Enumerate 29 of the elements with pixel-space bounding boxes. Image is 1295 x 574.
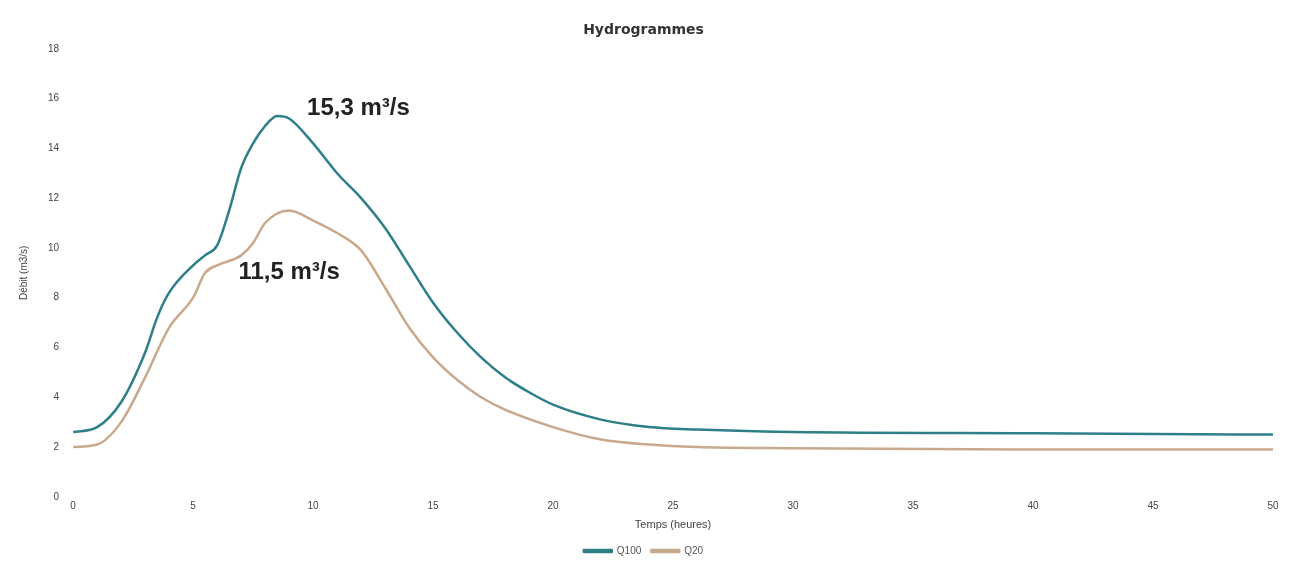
legend-label: Q100 [616, 544, 642, 556]
x-tick-label: 50 [1267, 499, 1279, 511]
y-tick-label: 14 [48, 142, 60, 154]
x-tick-label: 0 [70, 499, 77, 511]
x-tick-label: 35 [907, 499, 920, 511]
line-series [73, 209, 1273, 451]
y-tick-label: 12 [48, 191, 60, 203]
x-tick-label: 45 [1147, 499, 1160, 511]
x-tick-label: 15 [427, 499, 440, 511]
x-tick-label: 40 [1027, 499, 1040, 511]
x-tick-label: 25 [667, 499, 680, 511]
y-axis-title: Débit (m3/s) [17, 245, 29, 301]
y-tick-label: 18 [48, 42, 60, 54]
x-tick-label: 30 [787, 499, 800, 511]
y-tick-label: 16 [48, 92, 60, 104]
y-tick-label: 4 [53, 390, 60, 402]
y-tick-label: 6 [53, 341, 60, 353]
x-tick-label: 10 [307, 499, 320, 511]
annotation: 15,3 m³/s [307, 92, 410, 120]
x-axis-title: Temps (heures) [634, 518, 712, 531]
y-tick-label: 10 [48, 241, 60, 253]
y-tick-label: 2 [53, 440, 60, 452]
chart-title: Hydrogrammes [583, 21, 704, 38]
x-tick-label: 20 [547, 499, 560, 511]
legend-label: Q20 [684, 544, 704, 556]
y-tick-label: 8 [53, 291, 60, 303]
y-tick-label: 0 [53, 490, 60, 502]
annotation: 11,5 m³/s [238, 257, 340, 285]
x-tick-label: 5 [190, 499, 197, 511]
